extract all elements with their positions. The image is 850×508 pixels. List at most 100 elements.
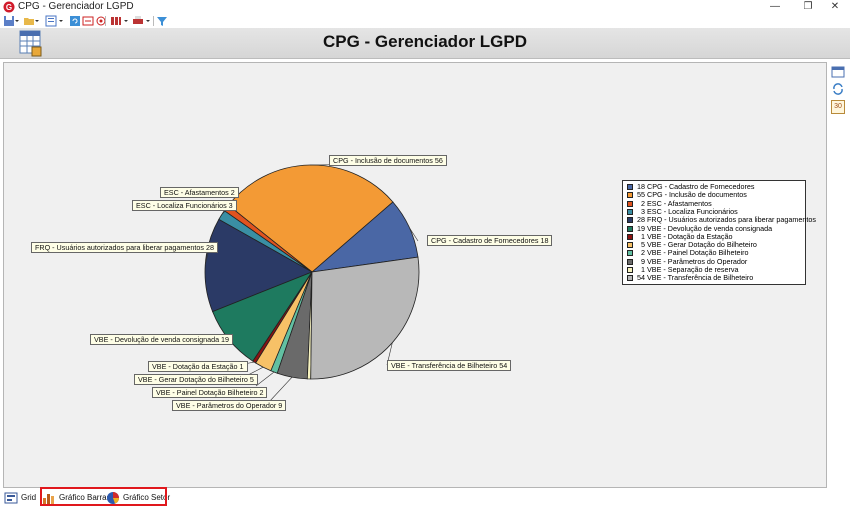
filter-icon[interactable] (156, 15, 168, 27)
grid-icon (4, 492, 18, 504)
sync-icon[interactable] (831, 82, 845, 96)
tab-pie-chart[interactable]: Gráfico Setor (106, 490, 170, 506)
tab-label: Grid (21, 493, 37, 502)
leader-line (268, 376, 293, 403)
legend-item: 1 VBE - Dotação da Estação (627, 231, 733, 241)
save-icon[interactable] (3, 15, 15, 27)
legend-swatch (627, 192, 633, 199)
pie-slice (204, 218, 313, 313)
legend-count: 9 (641, 256, 645, 266)
slice-label: VBE - Parâmetros do Operador 9 (172, 400, 287, 411)
slice-label: FRQ - Usuários autorizados para liberar … (31, 242, 218, 253)
legend-item: 55 CPG - Inclusão de documentos (627, 191, 747, 199)
legend-count: 55 (637, 190, 645, 200)
legend-count: 5 (641, 240, 645, 250)
view-tabs: Grid Gráfico Barras Gráfico Setor (0, 488, 850, 508)
leader-line (409, 227, 419, 242)
calendar-icon[interactable]: 30 (831, 100, 845, 114)
print-icon[interactable] (132, 15, 144, 27)
slice-label: ESC - Afastamentos 2 (160, 187, 239, 198)
legend-item: 5 VBE - Gerar Dotação do Bilheteiro (627, 241, 757, 249)
slice-label: ESC - Localiza Funcionários 3 (132, 200, 237, 211)
legend-count: 2 (641, 198, 645, 208)
legend-count: 2 (641, 248, 645, 258)
page-title: CPG - Gerenciador LGPD (322, 32, 528, 51)
minimize-button[interactable]: — (770, 1, 780, 12)
window-title: CPG - Gerenciador LGPD (18, 1, 134, 12)
legend-label: ESC - Afastamentos (647, 198, 712, 208)
tab-label: Gráfico Setor (123, 493, 171, 502)
slice-label: CPG - Inclusão de documentos 56 (329, 155, 447, 166)
slice-label: VBE - Devolução de venda consignada 19 (90, 334, 234, 345)
form-icon[interactable] (45, 15, 57, 27)
pie-chart-icon (107, 492, 119, 504)
legend-swatch (627, 242, 633, 249)
close-button[interactable]: ✕ (830, 1, 840, 12)
legend-label: CPG - Inclusão de documentos (647, 190, 747, 200)
legend-item: 54 VBE - Transferência de Bilheteiro (627, 274, 753, 282)
legend-swatch (627, 184, 633, 190)
legend-item: 28 FRQ - Usuários autorizados para libera… (627, 216, 816, 224)
legend-label: VBE - Parâmetros do Operador (647, 256, 748, 266)
refresh-icon[interactable] (69, 15, 81, 27)
bar-chart-icon (43, 494, 54, 504)
slice-label: CPG - Cadastro de Fornecedores 18 (427, 235, 553, 246)
chart-legend: 18 CPG - Cadastro de Fornecedores 55 CPG - … (622, 180, 816, 285)
legend-count: 1 (641, 231, 645, 241)
spreadsheet-logo-icon (19, 30, 42, 57)
legend-label: VBE - Devolução de venda consignada (647, 223, 773, 233)
legend-count: 3 (641, 206, 645, 216)
legend-label: VBE - Transferência de Bilheteiro (647, 273, 754, 283)
legend-item: 3 ESC - Localiza Funcionários (627, 206, 738, 216)
legend-label: FRQ - Usuários autorizados para liberar … (647, 215, 816, 225)
legend-swatch (627, 250, 633, 257)
pie-slice (227, 164, 394, 273)
legend-item: 19 VBE - Devolução de venda consignada (627, 223, 773, 233)
legend-label: VBE - Gerar Dotação do Bilheteiro (647, 240, 757, 250)
chevron-down-icon[interactable] (14, 15, 20, 27)
chevron-down-icon[interactable] (123, 15, 129, 27)
toolbar (0, 14, 850, 28)
legend-label: VBE - Painel Dotação Bilheteiro (647, 248, 749, 258)
chevron-down-icon[interactable] (58, 15, 64, 27)
window-icon[interactable] (831, 65, 845, 79)
legend-count: 19 (637, 223, 645, 233)
right-toolbar: 30 (829, 62, 847, 486)
chevron-down-icon[interactable] (34, 15, 40, 27)
record-icon[interactable] (82, 15, 94, 27)
legend-item: 1 VBE - Separação de reserva (627, 266, 739, 274)
leader-line (247, 366, 264, 376)
legend-swatch (627, 200, 633, 207)
tab-bar-chart[interactable]: Gráfico Barras (42, 490, 111, 506)
legend-swatch (627, 208, 633, 215)
tab-grid[interactable]: Grid (4, 490, 40, 506)
legend-swatch (627, 233, 633, 240)
leader-line (255, 371, 275, 387)
legend-swatch (627, 275, 633, 282)
chevron-down-icon[interactable] (145, 15, 151, 27)
legend-item: 2 VBE - Painel Dotação Bilheteiro (627, 249, 748, 257)
legend-label: CPG - Cadastro de Fornecedores (647, 182, 755, 191)
highlight-box (40, 487, 167, 506)
legend-count: 54 (637, 273, 645, 283)
window-title-bar: G CPG - Gerenciador LGPD — ❐ ✕ (0, 0, 850, 14)
legend-count: 28 (637, 215, 645, 225)
slice-label: VBE - Painel Dotação Bilheteiro 2 (152, 387, 268, 398)
tab-label: Gráfico Barras (59, 493, 111, 502)
legend-swatch (627, 267, 633, 273)
legend-label: ESC - Localiza Funcionários (647, 206, 738, 216)
legend-swatch (627, 225, 633, 232)
slice-label: VBE - Transferência de Bilheteiro 54 (387, 360, 512, 371)
legend-label: VBE - Dotação da Estação (647, 231, 733, 241)
legend-swatch (627, 217, 633, 224)
restore-button[interactable]: ❐ (803, 1, 813, 12)
slice-label: VBE - Gerar Dotação do Bilheteiro 5 (134, 374, 258, 385)
legend-item: 2 ESC - Afastamentos (627, 198, 712, 208)
app-logo-icon: G (3, 1, 15, 13)
folder-icon[interactable] (23, 15, 35, 27)
report-icon[interactable] (110, 15, 122, 27)
legend-label: VBE - Separação de reserva (647, 265, 739, 274)
chart-panel: CPG - Cadastro de Fornecedores 18 CPG - I… (3, 62, 827, 488)
page-header: CPG - Gerenciador LGPD (0, 28, 850, 59)
toolbar-separator (153, 16, 154, 26)
